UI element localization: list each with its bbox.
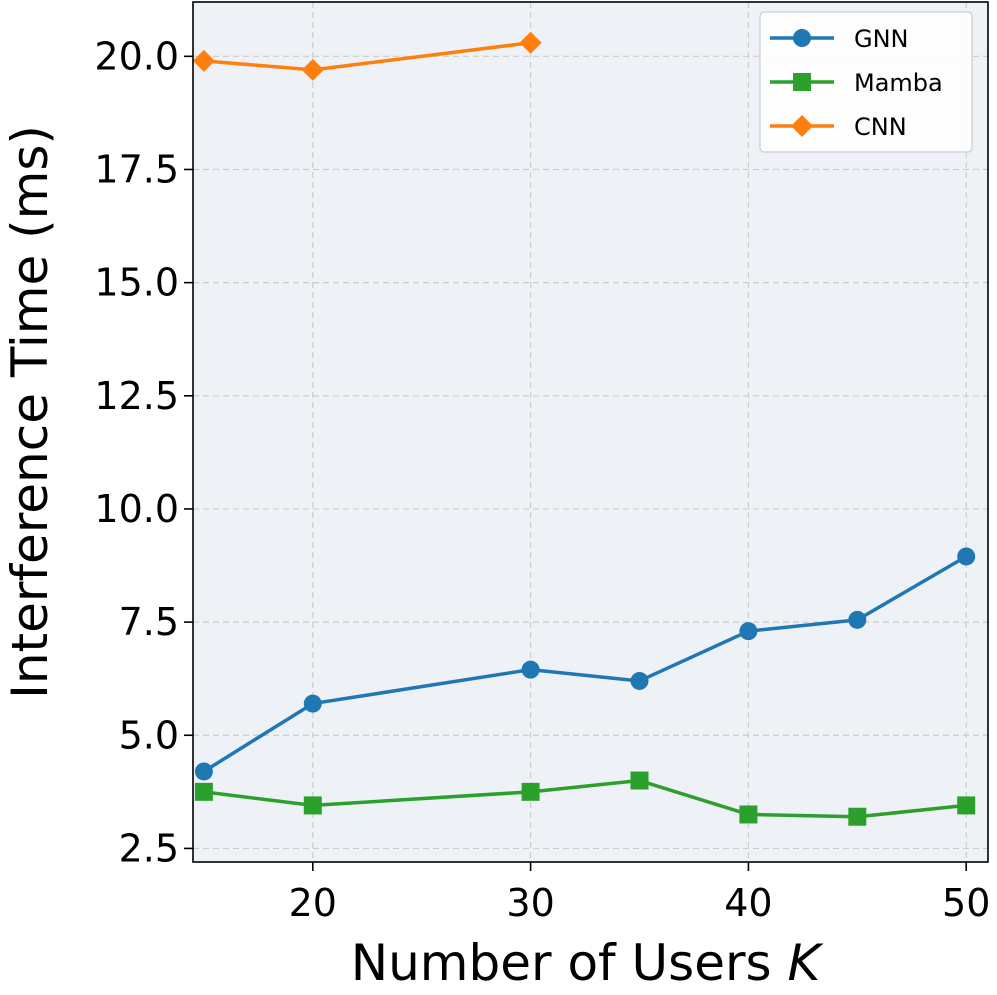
legend-cnn-marker <box>791 115 813 137</box>
cnn-point <box>301 58 324 81</box>
gnn-point <box>630 671 649 690</box>
series-cnn <box>192 31 542 81</box>
mamba-point <box>521 782 540 801</box>
y-tick-label: 12.5 <box>94 374 179 418</box>
mamba-point <box>957 796 976 815</box>
y-tick-label: 7.5 <box>119 600 179 644</box>
x-axis-title: Number of Users K <box>351 934 825 992</box>
y-tick-label: 2.5 <box>119 826 179 870</box>
mamba-point <box>739 805 758 824</box>
plot-frame <box>192 1 989 863</box>
legend-gnn-label: GNN <box>854 25 909 53</box>
axis-ticks: 20 30 40 50 2.5 5.0 7.5 10.0 12.5 15.0 17.5 20.0 <box>94 34 990 925</box>
y-axis-title: Interference Time (ms) <box>1 125 59 699</box>
series-gnn <box>194 547 976 781</box>
series-mamba <box>194 771 976 826</box>
gnn-point <box>957 547 976 566</box>
y-tick-label: 15.0 <box>94 261 179 305</box>
mamba-point <box>194 782 213 801</box>
x-tick-label: 40 <box>724 881 772 925</box>
gnn-point <box>521 660 540 679</box>
cnn-point <box>519 31 542 54</box>
gnn-point <box>848 610 867 629</box>
x-tick-label: 30 <box>506 881 554 925</box>
legend-cnn-label: CNN <box>854 113 907 141</box>
legend-mamba-marker <box>793 73 811 91</box>
cnn-point <box>192 49 215 72</box>
y-tick-label: 10.0 <box>94 487 179 531</box>
legend-gnn-marker <box>793 29 811 47</box>
y-tick-label: 17.5 <box>94 147 179 191</box>
gnn-point <box>194 762 213 781</box>
gnn-point <box>303 694 322 713</box>
y-tick-label: 5.0 <box>119 713 179 757</box>
legend-box <box>759 11 973 153</box>
gnn-point <box>739 622 758 641</box>
mamba-point <box>848 807 867 826</box>
series-layer <box>192 31 976 826</box>
legend: GNN Mamba CNN <box>759 11 973 153</box>
x-tick-label: 20 <box>289 881 337 925</box>
legend-mamba-label: Mamba <box>854 69 943 97</box>
y-tick-label: 20.0 <box>94 34 179 78</box>
mamba-point <box>303 796 322 815</box>
x-tick-label: 50 <box>942 881 990 925</box>
mamba-point <box>630 771 649 790</box>
